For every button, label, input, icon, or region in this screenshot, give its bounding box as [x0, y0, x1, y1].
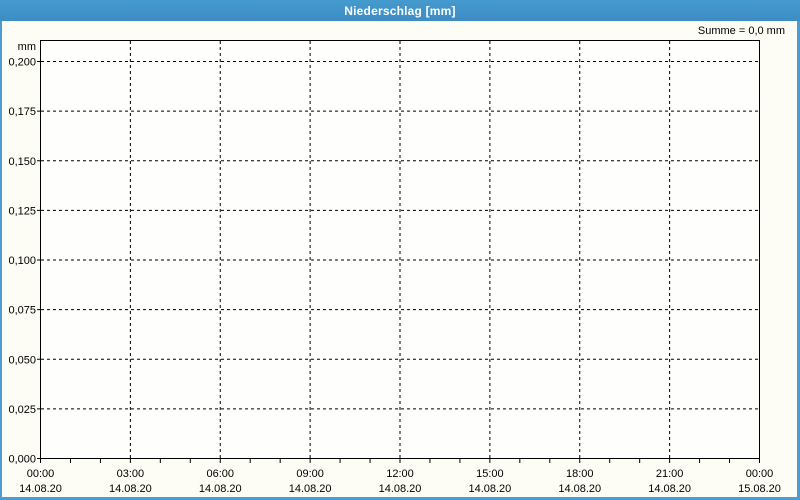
sum-readout: Summe = 0,0 mm: [697, 25, 785, 37]
window-title: Niederschlag [mm]: [344, 3, 456, 18]
chart-background: [0, 21, 800, 500]
window-titlebar: Niederschlag [mm]: [0, 0, 800, 21]
